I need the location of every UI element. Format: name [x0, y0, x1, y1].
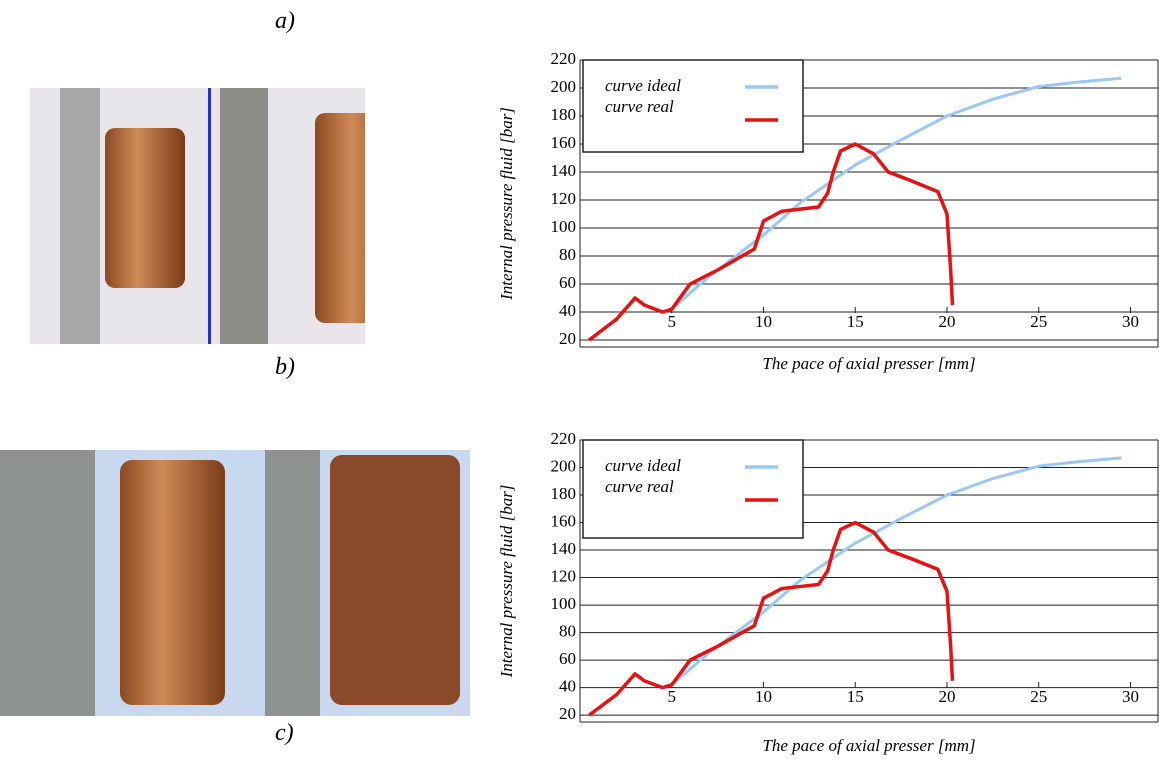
x-tick-label: 15	[847, 312, 864, 331]
x-tick-label: 10	[755, 312, 772, 331]
legend-label: curve real	[605, 477, 674, 496]
x-axis-label: The pace of axial presser [mm]	[762, 354, 975, 373]
y-tick-label: 180	[551, 484, 577, 503]
y-tick-label: 100	[551, 217, 577, 236]
x-tick-label: 20	[938, 687, 955, 706]
y-tick-label: 160	[551, 511, 577, 530]
y-tick-label: 20	[559, 704, 576, 723]
x-tick-label: 30	[1122, 312, 1139, 331]
y-tick-label: 100	[551, 594, 577, 613]
y-tick-label: 20	[559, 329, 576, 348]
y-axis-label: Internal pressure fluid [bar]	[497, 107, 516, 301]
charts: 20 40 60 80 100 120 140 160 180 200 220 5 10 15 20 25 30…	[0, 0, 1159, 760]
y-tick-label: 220	[551, 429, 577, 448]
x-tick-label: 25	[1030, 312, 1047, 331]
y-tick-label: 200	[551, 77, 577, 96]
figure: a) b) c) 2040608010012014016018020022051…	[0, 0, 1159, 760]
x-tick-label: 25	[1030, 687, 1047, 706]
y-tick-label: 80	[559, 621, 576, 640]
x-axis-label: The pace of axial presser [mm]	[762, 736, 975, 755]
y-tick-label: 60	[559, 649, 576, 668]
x-tick-label: 5	[667, 312, 676, 331]
legend-label: curve real	[605, 97, 674, 116]
y-tick-label: 140	[551, 161, 577, 180]
y-tick-label: 40	[559, 301, 576, 320]
legend-label: curve ideal	[605, 456, 681, 475]
y-tick-label: 120	[551, 189, 577, 208]
y-axis-label: Internal pressure fluid [bar]	[497, 485, 516, 679]
y-tick-label: 180	[551, 105, 577, 124]
y-tick-label: 220	[551, 49, 577, 68]
y-tick-label: 200	[551, 456, 577, 475]
y-tick-label: 60	[559, 273, 576, 292]
x-tick-label: 30	[1122, 687, 1139, 706]
series-line	[589, 144, 952, 340]
x-tick-label: 5	[667, 687, 676, 706]
x-tick-label: 15	[847, 687, 864, 706]
y-tick-label: 120	[551, 566, 577, 585]
y-tick-label: 40	[559, 677, 576, 696]
y-tick-label: 160	[551, 133, 577, 152]
legend-label: curve ideal	[605, 76, 681, 95]
y-tick-label: 140	[551, 539, 577, 558]
y-tick-label: 80	[559, 245, 576, 264]
x-tick-label: 10	[755, 687, 772, 706]
x-tick-label: 20	[938, 312, 955, 331]
